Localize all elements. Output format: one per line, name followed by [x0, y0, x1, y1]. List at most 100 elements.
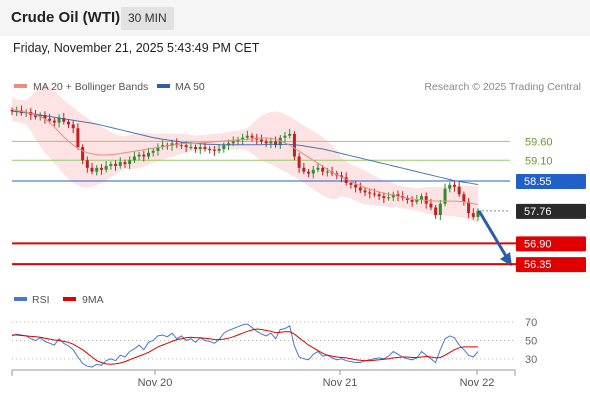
rsi-ma9-line	[12, 328, 478, 365]
candle-body-18	[95, 167, 99, 172]
candle-body-65	[316, 167, 320, 170]
candle-body-50	[245, 135, 249, 138]
candle-body-0	[10, 110, 14, 112]
candle-body-45	[222, 145, 226, 149]
candle-body-26	[132, 156, 136, 161]
candle-body-67	[325, 171, 329, 173]
candle-body-91	[438, 203, 442, 216]
candle-body-85	[410, 199, 414, 202]
chart-header: Crude Oil (WTI) 30 MIN	[0, 0, 590, 36]
candle-body-14	[76, 128, 80, 148]
candle-body-6	[38, 114, 42, 117]
candle-body-59	[288, 133, 292, 136]
ma20-legend-swatch	[14, 84, 27, 88]
candle-body-94	[452, 184, 456, 187]
timeframe-button[interactable]: 30 MIN	[121, 7, 174, 30]
candle-body-63	[307, 171, 311, 174]
watermark-text: Research © 2025 Trading Central	[424, 81, 581, 93]
candle-body-46	[227, 143, 231, 146]
candle-body-73	[354, 184, 358, 188]
candle-body-44	[217, 148, 221, 151]
candle-body-28	[142, 154, 146, 157]
candle-body-80	[387, 197, 391, 199]
candle-body-57	[278, 137, 282, 146]
level-label-56.35: 56.35	[524, 259, 552, 271]
candle-body-38	[189, 147, 193, 149]
candle-body-78	[377, 194, 381, 197]
ma50-line	[11, 110, 479, 185]
candle-body-17	[90, 167, 94, 172]
candle-body-41	[203, 147, 207, 149]
candle-body-27	[137, 154, 141, 157]
candle-body-89	[429, 203, 433, 208]
candle-body-30	[151, 150, 155, 153]
candle-body-93	[448, 184, 452, 189]
candle-body-7	[43, 114, 47, 119]
candle-body-90	[434, 207, 438, 216]
candle-body-61	[297, 156, 301, 168]
ma9-legend-swatch	[63, 297, 76, 301]
forecast-arrow-head	[500, 252, 512, 267]
candle-body-47	[231, 141, 235, 144]
candle-body-42	[208, 148, 212, 150]
candle-body-98	[471, 213, 475, 217]
candle-body-21	[109, 164, 113, 166]
candle-body-64	[311, 169, 315, 174]
candle-body-84	[405, 198, 409, 200]
level-label-59.10: 59.10	[525, 155, 553, 167]
candle-body-49	[241, 137, 245, 140]
candle-body-97	[467, 201, 471, 214]
x-tick-label-0: Nov 20	[138, 377, 173, 389]
forecast-arrow-shaft	[477, 210, 508, 257]
x-tick-label-1: Nov 21	[323, 377, 358, 389]
candle-body-9	[52, 120, 56, 123]
candle-body-37	[184, 145, 188, 148]
candle-body-36	[179, 145, 183, 147]
candle-body-75	[363, 190, 367, 193]
candle-body-96	[462, 194, 466, 202]
candle-body-12	[66, 121, 70, 125]
x-tick-label-2: Nov 22	[460, 377, 495, 389]
rsi-legend-swatch	[14, 297, 27, 301]
candle-body-72	[349, 182, 353, 185]
rsi-tick-50: 50	[525, 336, 537, 348]
candle-body-71	[344, 177, 348, 183]
candle-body-11	[62, 118, 66, 122]
candle-body-22	[114, 164, 118, 166]
level-box-57.76	[516, 203, 586, 219]
candle-body-62	[302, 167, 306, 172]
rsi-legend-label: RSI	[32, 294, 50, 306]
candle-body-48	[236, 139, 240, 142]
level-box-58.55	[516, 174, 586, 190]
level-box-56.35	[516, 257, 586, 273]
candle-body-13	[71, 124, 75, 129]
candle-body-16	[85, 160, 89, 168]
candle-body-40	[198, 147, 202, 149]
candle-body-54	[264, 141, 268, 144]
timestamp-label: Friday, November 21, 2025 5:43:49 PM CET	[13, 41, 260, 55]
ma50-legend-swatch	[157, 84, 170, 88]
candle-body-81	[391, 194, 395, 198]
ma9-legend-label: 9MA	[82, 294, 104, 306]
candle-body-55	[269, 141, 273, 144]
candle-body-92	[443, 188, 447, 204]
candle-body-86	[415, 199, 419, 202]
candle-body-66	[321, 167, 325, 172]
candle-body-77	[372, 193, 376, 195]
candle-body-34	[170, 143, 174, 146]
candle-body-56	[274, 141, 278, 146]
candle-body-39	[194, 147, 198, 149]
candle-body-15	[81, 147, 85, 161]
candle-body-25	[128, 160, 132, 165]
rsi-tick-70: 70	[525, 317, 537, 329]
candle-body-95	[457, 186, 461, 195]
rsi-line	[11, 323, 479, 368]
candle-body-53	[259, 139, 263, 142]
level-box-56.90	[516, 236, 586, 252]
candle-body-76	[368, 192, 372, 194]
candle-body-23	[118, 162, 122, 166]
candle-body-87	[420, 196, 424, 200]
candle-body-74	[358, 187, 362, 191]
candle-body-5	[34, 114, 38, 117]
